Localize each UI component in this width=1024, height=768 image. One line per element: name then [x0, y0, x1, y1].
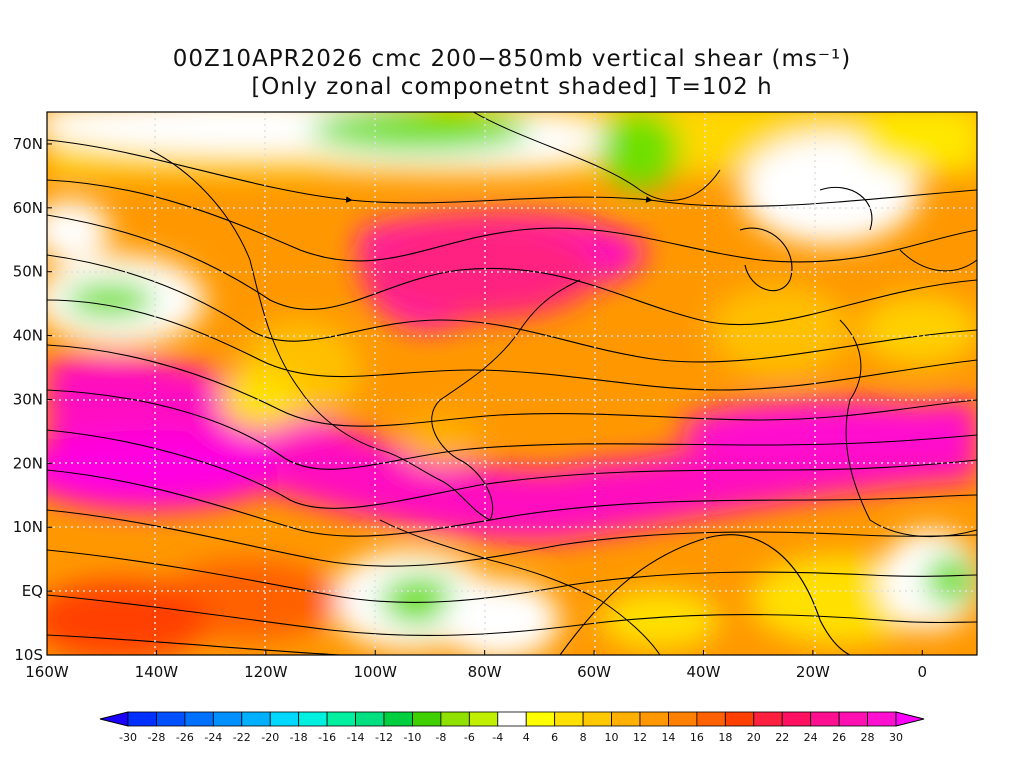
lat-label: 30N — [13, 390, 43, 408]
plot-frame — [46, 111, 978, 656]
lon-label: 140W — [135, 663, 179, 681]
colorbar-label: 16 — [690, 731, 704, 744]
colorbar-label: 18 — [718, 731, 732, 744]
colorbar-swatch — [355, 711, 385, 727]
colorbar-label: -30 — [119, 731, 137, 744]
colorbar-label: 14 — [661, 731, 675, 744]
colorbar-swatch — [611, 711, 641, 727]
colorbar-swatch — [781, 711, 812, 727]
colorbar-label: -16 — [318, 731, 336, 744]
colorbar-swatch — [269, 711, 300, 727]
latitude-labels: 70N 60N 50N 40N 30N 20N 10N EQ 10S — [13, 135, 52, 664]
colorbar-swatch — [383, 711, 413, 727]
colorbar-swatch — [668, 711, 698, 727]
colorbar-swatch — [412, 711, 442, 727]
colorbar-swatch — [241, 711, 271, 727]
colorbar-swatch — [326, 711, 356, 727]
colorbar-label: -26 — [176, 731, 194, 744]
lon-label: 60W — [577, 663, 611, 681]
colorbar-label: -18 — [290, 731, 308, 744]
colorbar-swatch — [582, 711, 612, 727]
chart-title-line1: 00Z10APR2026 cmc 200−850mb vertical shea… — [172, 46, 852, 72]
colorbar-swatch — [525, 711, 556, 727]
colorbar-label: 28 — [861, 731, 875, 744]
lon-label: 80W — [468, 663, 502, 681]
colorbar-label: -12 — [375, 731, 393, 744]
colorbar-swatch — [554, 711, 584, 727]
lon-label: 100W — [354, 663, 398, 681]
lat-label: 10S — [14, 646, 43, 664]
lat-label: 60N — [13, 199, 43, 217]
colorbar-label: -20 — [261, 731, 279, 744]
colorbar-swatch — [724, 711, 755, 727]
lat-label: 20N — [13, 454, 43, 472]
colorbar-label: -14 — [347, 731, 365, 744]
coastlines — [149, 112, 977, 655]
chart-title-line2: [Only zonal componetnt shaded] T=102 h — [251, 74, 773, 100]
lon-label: 40W — [687, 663, 721, 681]
colorbar-swatch — [838, 711, 868, 727]
colorbar-swatch — [184, 711, 214, 727]
grid-lines — [47, 112, 977, 655]
lon-label: 120W — [244, 663, 288, 681]
colorbar-swatch — [810, 711, 840, 727]
colorbar-swatch — [696, 711, 726, 727]
colorbar-label: -8 — [435, 731, 446, 744]
colorbar-swatch — [440, 711, 470, 727]
lon-label: 0 — [918, 663, 928, 681]
shaded-field — [47, 112, 977, 655]
lat-label: 10N — [13, 518, 43, 536]
colorbar-label: -22 — [233, 731, 251, 744]
colorbar-swatch — [298, 711, 328, 727]
streamlines — [47, 139, 977, 655]
colorbar-label: 26 — [832, 731, 846, 744]
colorbar-label: -6 — [464, 731, 475, 744]
colorbar-label: 8 — [580, 731, 587, 744]
colorbar-label: -28 — [147, 731, 165, 744]
colorbar-label: 4 — [523, 731, 530, 744]
colorbar-label: 6 — [551, 731, 558, 744]
colorbar-swatch — [212, 711, 243, 727]
colorbar-swatch — [753, 711, 783, 727]
lon-label: 20W — [796, 663, 830, 681]
lat-label: EQ — [22, 582, 43, 600]
colorbar-swatch — [497, 711, 527, 727]
colorbar: -30 -28 -26 -24 -22 -20 -18 -16 -14 -12 -10 -8 -6 -4 4… — [99, 711, 925, 744]
colorbar-swatch — [867, 711, 897, 727]
colorbar-label: 30 — [889, 731, 903, 744]
colorbar-swatch — [156, 711, 186, 727]
colorbar-label: 22 — [775, 731, 789, 744]
colorbar-label: 12 — [633, 731, 647, 744]
colorbar-label: -24 — [204, 731, 222, 744]
colorbar-label: 10 — [605, 731, 619, 744]
colorbar-label: 24 — [804, 731, 818, 744]
lat-label: 40N — [13, 327, 43, 345]
longitude-labels: 160W 140W 120W 100W 80W 60W 40W 20W 0 — [25, 650, 927, 681]
colorbar-max-arrow — [895, 711, 925, 727]
colorbar-label: -4 — [492, 731, 503, 744]
colorbar-label: -10 — [403, 731, 421, 744]
lat-label: 70N — [13, 135, 43, 153]
colorbar-label: 20 — [747, 731, 761, 744]
colorbar-swatch — [127, 711, 157, 727]
colorbar-min-arrow — [99, 711, 129, 727]
colorbar-swatch — [639, 711, 669, 727]
lat-label: 50N — [13, 263, 43, 281]
lon-label: 160W — [25, 663, 69, 681]
colorbar-swatch — [468, 711, 499, 727]
